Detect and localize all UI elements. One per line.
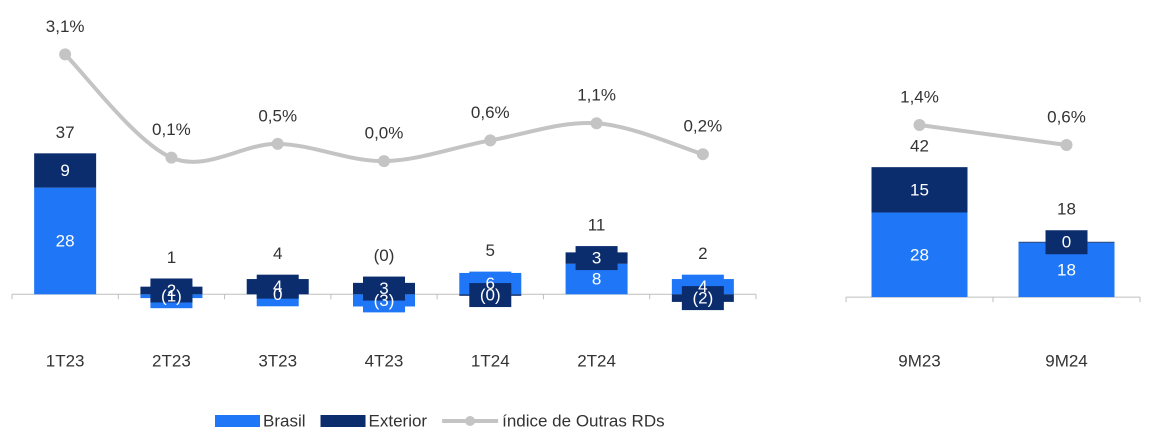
total-label: 37	[56, 123, 75, 142]
x-tick-label: 1T23	[46, 351, 85, 370]
x-tick-label: 9M24	[1045, 351, 1088, 370]
bar-segment	[34, 153, 97, 188]
x-tick-label: 1T24	[471, 351, 510, 370]
bar-segment	[871, 167, 968, 213]
label-box	[1045, 230, 1088, 255]
bar-label: 2	[167, 281, 176, 300]
bar-label: 3	[592, 249, 601, 268]
bar-label: (1)	[161, 287, 182, 306]
bar-label: 3	[379, 279, 388, 298]
bar-label: 28	[56, 231, 75, 250]
bar-segment	[34, 187, 97, 295]
index-marker	[59, 48, 72, 61]
index-marker	[378, 155, 390, 168]
bar-label: 9	[60, 161, 69, 180]
index-marker	[1060, 139, 1073, 151]
total-label: 4	[273, 244, 282, 263]
bar-label: 0	[1062, 233, 1071, 252]
index-marker	[913, 119, 926, 131]
index-label: 0,1%	[152, 120, 191, 139]
bar-label: 18	[1057, 260, 1076, 279]
total-label: 11	[588, 216, 606, 235]
index-label: 0,6%	[471, 103, 510, 122]
label-box	[363, 276, 405, 301]
x-tick-label: 2T24	[577, 351, 616, 370]
index-label: 0,6%	[1047, 107, 1086, 126]
bar-label: 28	[910, 245, 929, 264]
legend-swatch	[320, 415, 366, 427]
legend-label: Exterior	[369, 411, 428, 430]
legend-label: índice de Outras RDs	[502, 411, 665, 430]
bar-label: 8	[592, 270, 601, 289]
bar-label: 4	[273, 277, 282, 296]
bar-label: 4	[698, 277, 707, 296]
label-box	[575, 246, 618, 271]
total-label: 18	[1057, 200, 1076, 219]
legend-marker	[465, 416, 476, 426]
index-label: 1,4%	[900, 87, 939, 106]
bar-label: 6	[486, 274, 495, 293]
index-label: 0,0%	[365, 124, 404, 143]
index-label: 3,1%	[46, 17, 85, 36]
bar-label: (2)	[692, 289, 713, 308]
index-marker	[590, 117, 603, 130]
x-tick-label: 4T23	[365, 351, 404, 370]
label-box	[256, 274, 299, 299]
index-line	[63, 52, 704, 164]
index-marker	[271, 137, 284, 150]
legend-swatch	[215, 415, 260, 427]
index-label: 1,1%	[577, 86, 616, 105]
total-label: 1	[167, 248, 176, 267]
index-label: 0,2%	[683, 117, 722, 136]
bar-label: 0	[273, 285, 282, 304]
bar-label: 15	[910, 180, 929, 199]
label-box	[469, 283, 512, 308]
bar-label: (3)	[374, 291, 395, 310]
total-label: (0)	[374, 246, 395, 265]
index-label: 0,5%	[258, 106, 297, 125]
total-label: 5	[486, 241, 495, 260]
index-marker	[696, 148, 709, 161]
bar-label: (0)	[480, 286, 501, 305]
index-marker	[484, 134, 497, 147]
x-tick-label: 3T23	[258, 351, 297, 370]
total-label: 2	[698, 244, 707, 263]
index-marker	[165, 151, 178, 164]
index-line	[919, 123, 1067, 147]
bar-segment	[871, 212, 968, 298]
total-label: 42	[910, 137, 929, 156]
label-box	[150, 278, 193, 303]
x-tick-label: 9M23	[898, 351, 941, 370]
legend-label: Brasil	[263, 411, 306, 430]
x-tick-label: 2T23	[152, 351, 191, 370]
label-box	[681, 286, 724, 311]
